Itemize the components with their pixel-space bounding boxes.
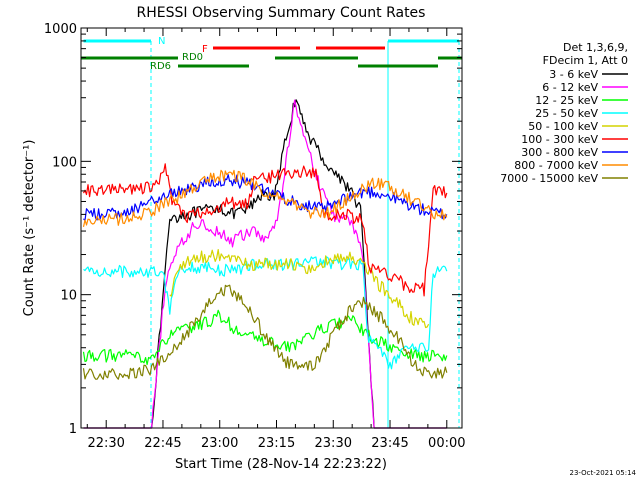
y-tick-label: 10 (60, 289, 77, 304)
x-tick-label: 23:45 (371, 436, 408, 451)
legend-label: 12 - 25 keV (535, 94, 598, 107)
legend-label: 3 - 6 keV (549, 68, 598, 81)
y-tick-label: 1 (69, 422, 77, 437)
x-tick-label: 22:45 (144, 436, 181, 451)
legend-label: 100 - 300 keV (521, 133, 598, 146)
chart-title: RHESSI Observing Summary Count Rates (137, 5, 426, 21)
marker-label-rd0: RD0 (182, 52, 203, 63)
marker-label-n: N (158, 36, 165, 47)
series-line-300-800-keV (83, 174, 448, 222)
series-line-100-300-keV (82, 163, 448, 297)
x-axis-label: Start Time (28-Nov-14 22:23:22) (175, 457, 387, 472)
series-line-50-100-keV (169, 249, 430, 329)
marker-label-rd6: RD6 (150, 61, 171, 72)
x-tick-label: 22:30 (87, 436, 124, 451)
series-line-7000-15000-keV (82, 284, 448, 380)
series-line-12-25-keV (82, 309, 448, 366)
legend-label: 7000 - 15000 keV (500, 172, 598, 185)
legend-label: 800 - 7000 keV (514, 159, 598, 172)
marker-label-f: F (202, 44, 208, 55)
x-tick-label: 23:30 (315, 436, 352, 451)
legend-header-line-1: Det 1,3,6,9, (563, 41, 628, 54)
legend-header-line-2: FDecim 1, Att 0 (543, 54, 628, 67)
legend-label: 25 - 50 keV (535, 107, 598, 120)
legend-label: 6 - 12 keV (542, 81, 598, 94)
legend: Det 1,3,6,9, FDecim 1, Att 0 3 - 6 keV6 … (500, 41, 628, 185)
x-tick-label: 23:00 (201, 436, 238, 451)
x-tick-label: 23:15 (258, 436, 295, 451)
plot-frame (80, 27, 463, 429)
legend-label: 300 - 800 keV (521, 146, 598, 159)
y-axis-label: Count Rate (s⁻¹ detector⁻¹) (22, 140, 37, 317)
series-line-800-7000-keV (82, 169, 448, 228)
timestamp-footer: 23-Oct-2021 05:14 (570, 469, 637, 477)
legend-label: 50 - 100 keV (528, 120, 598, 133)
y-tick-label: 1000 (44, 22, 77, 37)
y-tick-label: 100 (52, 155, 77, 170)
x-tick-label: 00:00 (428, 436, 465, 451)
